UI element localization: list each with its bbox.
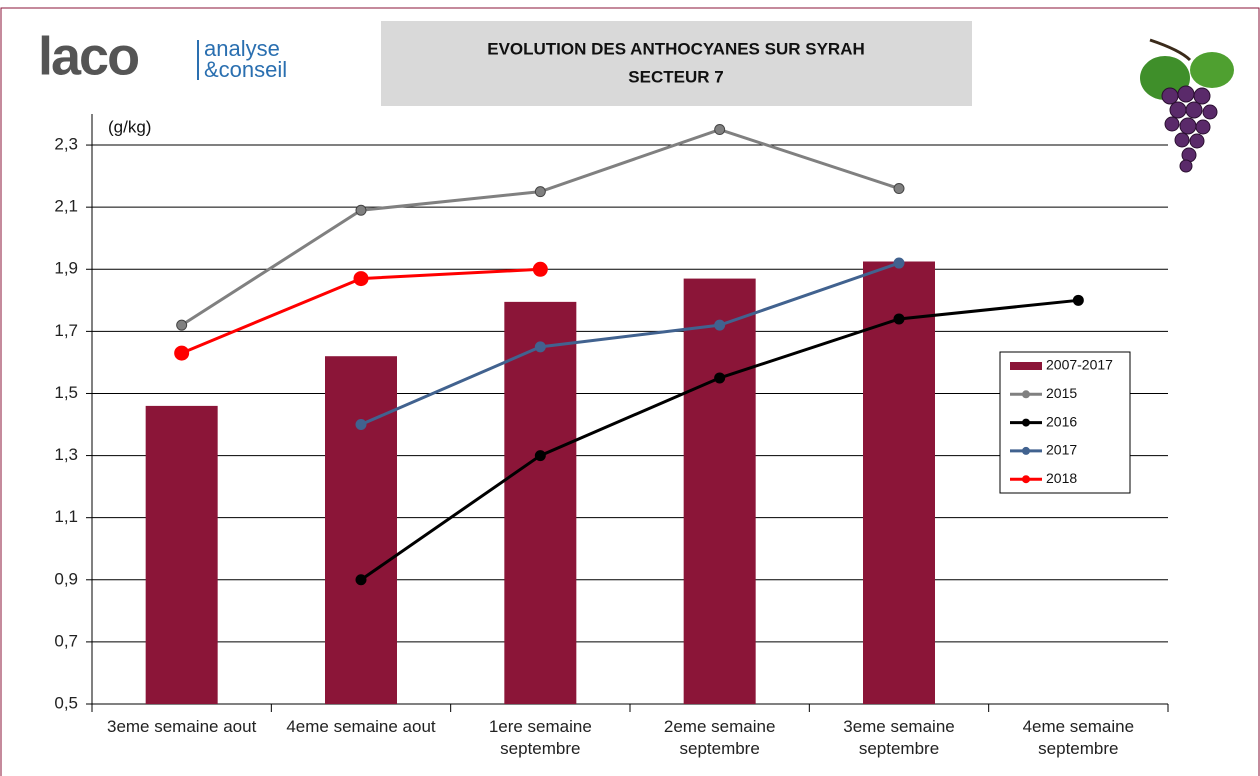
y-tick-label: 2,3	[54, 135, 78, 154]
y-tick-label: 1,5	[54, 383, 78, 402]
legend-swatch	[1010, 362, 1042, 370]
legend-label: 2017	[1046, 442, 1077, 458]
marker	[893, 257, 905, 269]
marker	[174, 345, 190, 361]
y-tick-label: 0,9	[54, 569, 78, 588]
marker	[353, 271, 369, 287]
line	[360, 261, 900, 426]
marker	[714, 319, 726, 331]
title-box	[381, 21, 972, 106]
y-tick-label: 1,9	[54, 259, 78, 278]
bar	[683, 278, 756, 704]
chart-subtitle: SECTEUR 7	[628, 67, 723, 86]
chart-title: EVOLUTION DES ANTHOCYANES SUR SYRAH	[487, 39, 865, 58]
marker	[893, 183, 905, 195]
y-tick-label: 1,1	[54, 507, 78, 526]
marker	[534, 186, 546, 198]
marker	[714, 124, 726, 136]
grape-icon	[1140, 38, 1234, 173]
bar	[863, 261, 935, 704]
marker	[532, 261, 548, 277]
legend-swatch	[1022, 475, 1030, 484]
legend-swatch	[1022, 390, 1030, 399]
x-tick-label: 4eme semaine septembre	[1022, 717, 1135, 758]
logo-line1: analyse	[204, 36, 280, 61]
legend-swatch	[1022, 418, 1030, 427]
x-tick-label: 3eme semaine aout	[106, 717, 257, 736]
marker	[893, 313, 905, 325]
logo-line2: &conseil	[204, 57, 287, 82]
x-tick-label: 1ere semaine septembre	[488, 717, 592, 758]
legend-swatch	[1022, 446, 1030, 455]
frame	[0, 7, 1260, 776]
line	[180, 127, 900, 327]
marker	[1072, 294, 1084, 306]
y-tick-label: 0,5	[54, 693, 78, 712]
logo-name: laco	[38, 26, 138, 86]
legend-label: 2015	[1046, 385, 1077, 401]
legend-label: 2007-2017	[1046, 357, 1113, 373]
y-axis-label: (g/kg)	[108, 117, 151, 136]
marker	[355, 419, 367, 431]
x-tick-label: 2eme semaine septembre	[663, 717, 776, 758]
bar	[325, 356, 397, 704]
x-tick-label: 3eme semaine septembre	[843, 717, 955, 758]
y-tick-label: 0,7	[54, 631, 78, 650]
y-tick-label: 2,1	[54, 197, 78, 216]
marker	[714, 372, 726, 384]
marker	[355, 204, 367, 216]
marker	[534, 341, 546, 353]
x-tick-label: 4eme semaine aout	[286, 717, 436, 736]
bar	[145, 405, 218, 704]
legend-label: 2016	[1046, 413, 1077, 429]
legend-label: 2018	[1046, 470, 1077, 486]
marker	[176, 319, 188, 331]
y-tick-label: 1,7	[54, 321, 78, 340]
y-tick-label: 1,3	[54, 445, 78, 464]
marker	[534, 450, 546, 462]
bar	[504, 301, 577, 704]
marker	[355, 574, 367, 586]
